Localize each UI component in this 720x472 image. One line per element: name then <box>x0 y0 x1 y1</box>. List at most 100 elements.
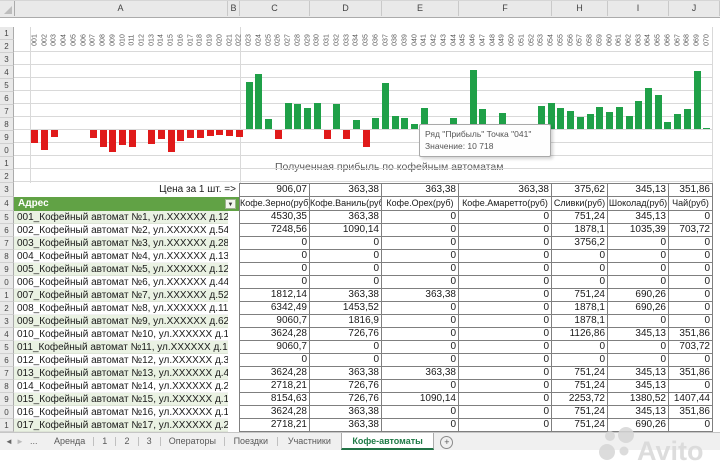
chart-bar[interactable] <box>235 130 243 137</box>
chart-bar[interactable] <box>50 130 58 137</box>
column-header-H[interactable]: H <box>552 1 608 16</box>
value-cell[interactable]: 0 <box>669 380 713 393</box>
value-cell[interactable]: 0 <box>310 250 382 263</box>
column-header-B[interactable]: B <box>228 1 240 16</box>
column-header-C[interactable]: C <box>240 1 310 16</box>
value-cell[interactable]: 0 <box>459 341 552 354</box>
value-cell[interactable]: 363,38 <box>310 289 382 302</box>
value-cell[interactable]: 0 <box>382 419 459 432</box>
value-cell[interactable]: 0 <box>459 328 552 341</box>
chart-bar[interactable] <box>323 130 331 139</box>
row-number[interactable]: 2 <box>0 40 14 53</box>
filter-dropdown-icon[interactable]: ▼ <box>225 199 236 209</box>
value-cell[interactable]: 0 <box>382 276 459 289</box>
tab-scroll-left-icon[interactable]: ◄ <box>5 437 13 446</box>
value-cell[interactable]: 1878,1 <box>552 224 608 237</box>
value-cell[interactable]: 0 <box>382 263 459 276</box>
row-number[interactable]: 9 <box>0 393 14 406</box>
row-number[interactable]: 8 <box>0 118 14 131</box>
value-cell[interactable]: 345,13 <box>608 367 669 380</box>
value-cell[interactable]: 0 <box>459 224 552 237</box>
b-column-cell[interactable] <box>228 289 240 302</box>
b-column-cell[interactable] <box>228 367 240 380</box>
address-cell[interactable]: 002_Кофейный автомат №2, ул.XXXXXX д.54 <box>14 224 228 237</box>
table-column-header[interactable]: Кофе.Амаретто(руб) <box>459 197 552 211</box>
chart-bar[interactable] <box>206 130 214 136</box>
value-cell[interactable]: 0 <box>459 250 552 263</box>
row-number[interactable]: 0 <box>0 406 14 419</box>
chart-bar[interactable] <box>567 111 575 129</box>
value-cell[interactable]: 6342,49 <box>240 302 310 315</box>
row-number[interactable]: 9 <box>0 263 14 276</box>
value-cell[interactable]: 0 <box>669 289 713 302</box>
value-cell[interactable]: 0 <box>552 250 608 263</box>
row-number[interactable]: 5 <box>0 79 14 92</box>
value-cell[interactable]: 1812,14 <box>240 289 310 302</box>
value-cell[interactable]: 0 <box>382 380 459 393</box>
chart-bar[interactable] <box>352 120 360 129</box>
chart-bar[interactable] <box>196 130 204 138</box>
value-cell[interactable]: 2253,72 <box>552 393 608 406</box>
column-header-A[interactable]: A <box>14 1 228 16</box>
value-cell[interactable]: 0 <box>608 315 669 328</box>
value-cell[interactable]: 751,24 <box>552 211 608 224</box>
sheet-tab[interactable]: 3 <box>146 436 152 446</box>
value-cell[interactable]: 0 <box>669 354 713 367</box>
chart-bar[interactable] <box>333 104 341 129</box>
price-cell[interactable]: 351,86 <box>669 183 713 197</box>
value-cell[interactable]: 3756,2 <box>552 237 608 250</box>
value-cell[interactable]: 8154,63 <box>240 393 310 406</box>
chart-bar[interactable] <box>119 130 127 145</box>
value-cell[interactable]: 0 <box>310 237 382 250</box>
b-column-cell[interactable] <box>228 354 240 367</box>
address-cell[interactable]: 001_Кофейный автомат №1, ул.XXXXXX д.12 <box>14 211 228 224</box>
row-number[interactable]: 7 <box>0 105 14 118</box>
row-number[interactable]: 1 <box>0 289 14 302</box>
value-cell[interactable]: 0 <box>608 276 669 289</box>
value-cell[interactable]: 0 <box>459 263 552 276</box>
sheet-tab[interactable]: Поездки <box>233 436 268 446</box>
value-cell[interactable]: 363,38 <box>310 367 382 380</box>
value-cell[interactable]: 0 <box>310 263 382 276</box>
chart-bar[interactable] <box>216 130 224 135</box>
price-cell[interactable]: 363,38 <box>382 183 459 197</box>
value-cell[interactable]: 9060,7 <box>240 315 310 328</box>
chart-bar[interactable] <box>89 130 97 138</box>
row-number[interactable]: 7 <box>0 237 14 250</box>
tab-ellipsis[interactable]: ... <box>30 436 38 446</box>
address-cell[interactable]: 007_Кофейный автомат №7, ул.XXXXXX д.52 <box>14 289 228 302</box>
chart-bar[interactable] <box>255 74 263 129</box>
chart-bar[interactable] <box>99 130 107 147</box>
value-cell[interactable]: 0 <box>608 237 669 250</box>
row-number[interactable]: 5 <box>0 211 14 224</box>
value-cell[interactable]: 0 <box>382 211 459 224</box>
value-cell[interactable]: 690,26 <box>608 302 669 315</box>
row-number[interactable]: 1 <box>0 27 14 40</box>
add-sheet-button[interactable]: + <box>440 436 454 449</box>
value-cell[interactable]: 0 <box>552 263 608 276</box>
value-cell[interactable]: 0 <box>382 237 459 250</box>
value-cell[interactable]: 2718,21 <box>240 380 310 393</box>
value-cell[interactable]: 1126,86 <box>552 328 608 341</box>
chart-bar[interactable] <box>304 108 312 129</box>
value-cell[interactable]: 751,24 <box>552 419 608 432</box>
value-cell[interactable]: 726,76 <box>310 380 382 393</box>
address-cell[interactable]: 016_Кофейный автомат №16, ул.XXXXXX д.19… <box>14 406 228 419</box>
chart-bar[interactable] <box>274 130 282 139</box>
chart-bar[interactable] <box>128 130 136 147</box>
value-cell[interactable]: 726,76 <box>310 328 382 341</box>
value-cell[interactable]: 363,38 <box>382 289 459 302</box>
value-cell[interactable]: 726,76 <box>310 393 382 406</box>
address-cell[interactable]: 009_Кофейный автомат №9, ул.XXXXXX д.62 <box>14 315 228 328</box>
price-cell[interactable]: 363,38 <box>310 183 382 197</box>
value-cell[interactable]: 0 <box>459 289 552 302</box>
address-cell[interactable]: 012_Кофейный автомат №12, ул.XXXXXX д.33 <box>14 354 228 367</box>
row-number[interactable]: 8 <box>0 250 14 263</box>
value-cell[interactable]: 363,38 <box>382 367 459 380</box>
chart-bar[interactable] <box>362 130 370 147</box>
value-cell[interactable]: 345,13 <box>608 406 669 419</box>
b-column-cell[interactable] <box>228 406 240 419</box>
b-column-cell[interactable] <box>228 341 240 354</box>
value-cell[interactable]: 0 <box>459 380 552 393</box>
table-column-header[interactable]: Кофе.Орех(руб) <box>382 197 459 211</box>
